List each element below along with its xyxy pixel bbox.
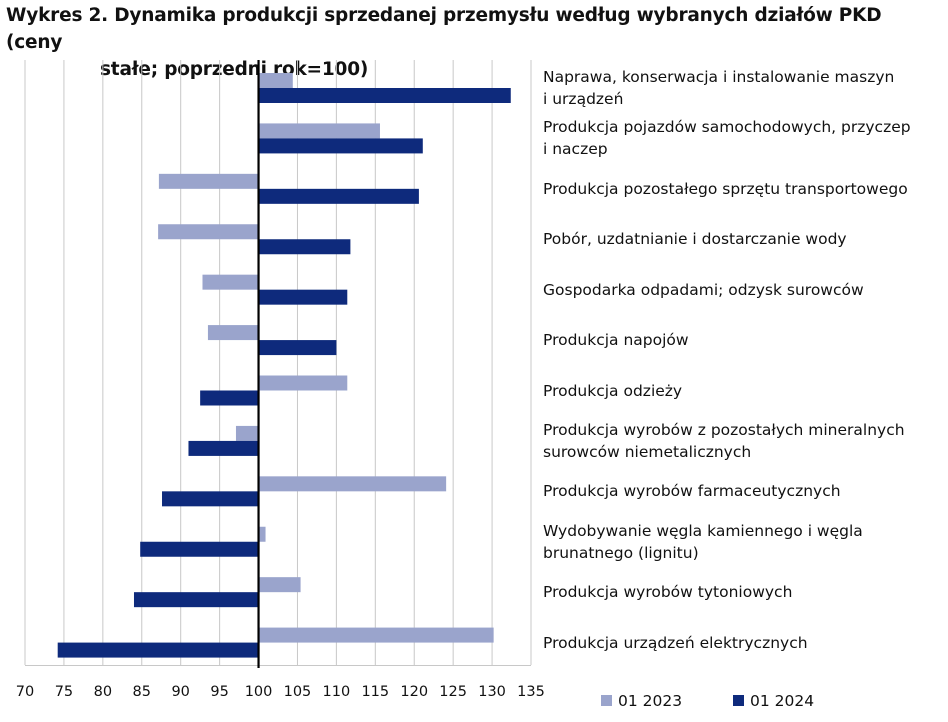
category-label-1-line-1: i naczep [543,140,608,159]
bar-01-2023-2 [158,173,259,189]
x-tick-label-130: 130 [478,684,506,700]
bar-01-2024-2 [258,188,419,204]
bar-01-2023-6 [258,375,348,391]
x-tick-label-120: 120 [400,684,428,700]
category-label-0-line-1: i urządzeń [543,90,624,108]
bar-01-2023-0 [258,73,293,88]
category-label-0: Naprawa, konserwacja i instalowanie masz… [543,66,945,110]
x-tick-label-115: 115 [361,684,389,700]
category-label-3-line-0: Pobór, uzdatnianie i dostarczanie wody [543,230,847,249]
legend-label-2024: 01 2024 [750,692,815,710]
x-tick-label-75: 75 [55,684,73,700]
bar-01-2024-0 [258,88,511,103]
bar-01-2024-1 [258,138,423,154]
category-label-8-line-0: Produkcja wyrobów farmaceutycznych [543,482,841,501]
bar-01-2023-9 [258,526,266,542]
chart-title-line1: Wykres 2. Dynamika produkcji sprzedanej … [6,5,882,53]
category-label-4-line-0: Gospodarka odpadami; odzysk surowców [543,280,864,299]
chart-title-line2: stałe; poprzedni rok=100) [100,59,369,80]
category-label-8: Produkcja wyrobów farmaceutycznych [543,480,945,502]
category-label-6-line-0: Produkcja odzieży [543,381,683,400]
category-label-4: Gospodarka odpadami; odzysk surowców [543,279,945,301]
x-tick-label-90: 90 [171,684,189,700]
category-label-0-line-0: Naprawa, konserwacja i instalowanie masz… [543,68,895,86]
x-tick-label-110: 110 [323,684,351,700]
bar-01-2023-3 [158,224,259,240]
bar-01-2023-7 [235,425,259,441]
x-tick-label-70: 70 [16,684,34,700]
x-tick-label-125: 125 [439,684,467,700]
bar-01-2024-5 [258,340,337,356]
bar-01-2024-8 [162,491,259,507]
category-label-10: Produkcja wyrobów tytoniowych [543,581,945,603]
legend-swatch-2023 [601,695,612,706]
category-label-6: Produkcja odzieży [543,380,945,402]
category-label-1-line-0: Produkcja pojazdów samochodowych, przycz… [543,118,911,137]
x-tick-label-80: 80 [94,684,112,700]
bar-01-2024-3 [258,239,351,255]
bar-01-2024-10 [133,592,259,608]
bar-01-2024-6 [200,390,259,406]
category-label-2-line-0: Produkcja pozostałego sprzętu transporto… [543,179,908,198]
category-label-9-line-0: Wydobywanie węgla kamiennego i węgla [543,521,863,540]
legend-item-2024: 01 2024 [733,690,814,712]
category-label-11: Produkcja urządzeń elektrycznych [543,632,945,654]
category-label-11-line-0: Produkcja urządzeń elektrycznych [543,633,808,652]
bar-01-2023-4 [202,274,259,290]
x-tick-label-85: 85 [133,684,151,700]
bar-01-2024-7 [188,440,259,456]
chart-title: Wykres 2. Dynamika produkcji sprzedanej … [6,2,942,83]
category-label-3: Pobór, uzdatnianie i dostarczanie wody [543,228,945,250]
legend-label-2023: 01 2023 [618,692,683,710]
category-label-5: Produkcja napojów [543,329,945,351]
category-label-7: Produkcja wyrobów z pozostałych mineraln… [543,419,945,463]
category-label-7-line-0: Produkcja wyrobów z pozostałych mineraln… [543,420,905,439]
bar-01-2024-4 [258,289,348,305]
bar-01-2023-10 [258,577,301,593]
bar-01-2024-9 [140,541,259,557]
legend-item-2023: 01 2023 [601,690,682,712]
category-label-9: Wydobywanie węgla kamiennego i węgla brun… [543,520,945,564]
legend-swatch-2024 [733,695,744,706]
category-label-2: Produkcja pozostałego sprzętu transporto… [543,178,945,200]
category-label-9-line-1: brunatnego (lignitu) [543,543,699,562]
x-tick-label-135: 135 [517,684,545,700]
bar-01-2023-5 [207,325,259,341]
x-tick-label-105: 105 [284,684,312,700]
x-tick-label-95: 95 [210,684,228,700]
category-label-5-line-0: Produkcja napojów [543,331,689,350]
x-tick-label-100: 100 [245,684,273,700]
category-label-1: Produkcja pojazdów samochodowych, przycz… [543,116,945,160]
bar-01-2024-11 [57,642,259,658]
category-label-10-line-0: Produkcja wyrobów tytoniowych [543,583,793,602]
bar-01-2023-1 [258,123,380,139]
bar-01-2023-8 [258,476,447,492]
category-label-7-line-1: surowców niemetalicznych [543,442,752,461]
bar-01-2023-11 [258,627,494,643]
